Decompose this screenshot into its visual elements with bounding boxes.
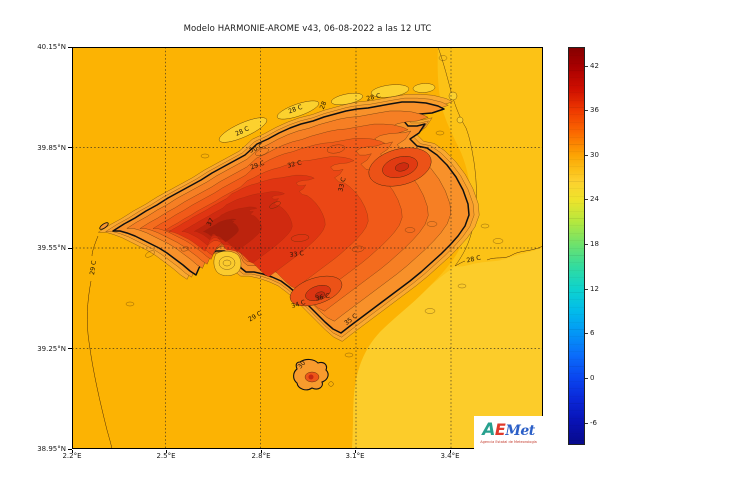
colorbar-tick	[585, 423, 588, 424]
aemet-logo-caption: Agencia Estatal de Meteorología	[480, 439, 537, 444]
y-axis-tick	[68, 147, 72, 148]
colorbar-tick	[585, 378, 588, 379]
aemet-logo-letter-a: A	[482, 419, 495, 440]
north-coast-yellow-patches	[218, 83, 464, 143]
contour-label: 28 C	[366, 92, 382, 102]
colorbar-tick	[585, 155, 588, 156]
contour-label: 33 C	[337, 176, 347, 192]
colorbar-tick-label: 24	[590, 195, 599, 203]
lat-tick-label: 39.85°N	[37, 143, 66, 152]
aemet-logo-letter-e: E	[494, 419, 506, 439]
lon-tick-label: 2.5°E	[156, 452, 176, 460]
x-axis-tick	[449, 449, 451, 453]
colorbar-tick	[585, 199, 588, 200]
lat-tick-label: 38.95°N	[37, 445, 66, 453]
map-plot: 28 C 28 C 28 28 C 30 C 29 C 32 C 33 C 33…	[72, 47, 543, 449]
minor-contour-rings	[125, 55, 504, 358]
cabrera-islet	[99, 222, 334, 391]
lat-tick-label: 39.25°N	[37, 344, 66, 353]
y-axis-tick	[68, 348, 72, 349]
x-axis-tick	[354, 449, 356, 453]
lat-tick-label: 40.15°N	[37, 43, 66, 51]
gridlines	[72, 47, 543, 449]
contour-label: 29 C	[250, 160, 267, 172]
x-axis-tick	[165, 449, 167, 453]
contour-label: 33 C	[289, 250, 305, 259]
palma-bay-water	[213, 250, 242, 276]
colorbar-tick	[585, 110, 588, 111]
contour-label: 28 C	[466, 254, 482, 264]
lon-tick-label: 3.4°E	[440, 452, 460, 460]
contour-label: 37	[206, 217, 216, 227]
aemet-logo-met: Met	[505, 422, 535, 439]
colorbar-tick-label: 0	[590, 374, 595, 382]
secondary-hot-cores	[289, 147, 432, 307]
y-axis-tick	[68, 448, 72, 450]
temperature-colorbar	[568, 47, 585, 445]
dragonera-islet	[99, 222, 109, 230]
x-axis-tick	[260, 449, 262, 453]
colorbar-tick-label: 12	[590, 285, 599, 293]
colorbar-tick-label: 42	[590, 62, 599, 70]
plot-border	[72, 47, 543, 449]
contour-label: 28 C	[288, 104, 305, 116]
contour-label: 34 C	[291, 299, 307, 310]
colorbar-tick	[585, 244, 588, 245]
colorbar-tick-label: 30	[590, 151, 599, 159]
lat-tick-label: 39.55°N	[37, 244, 66, 252]
contour-label: 36 C	[315, 292, 331, 302]
colorbar-tick-label: 36	[590, 106, 599, 114]
colorbar-tick	[585, 333, 588, 334]
contour-label: 29 C	[89, 260, 98, 276]
colorbar-tick-label: -6	[590, 419, 597, 427]
colorbar-tick-label: 18	[590, 240, 599, 248]
sea-contour-lines	[87, 235, 543, 449]
x-axis-tick	[71, 449, 73, 453]
y-axis-tick	[68, 247, 72, 249]
lon-tick-label: 2.2°E	[62, 452, 82, 460]
contour-label: 32 C	[287, 159, 303, 169]
colorbar-tick-label: 6	[590, 329, 595, 337]
colorbar-tick	[585, 66, 588, 67]
y-axis-tick	[68, 46, 72, 48]
lon-tick-label: 2.8°E	[251, 452, 271, 460]
aemet-logo-text: AEMet	[482, 419, 535, 440]
colorbar-tick	[585, 289, 588, 290]
contour-label: 30	[297, 360, 308, 371]
lon-tick-label: 3.1°E	[345, 452, 365, 460]
contour-label: 28	[319, 100, 328, 110]
aemet-logo: AEMet Agencia Estatal de Meteorología	[474, 416, 543, 449]
chart-title: Modelo HARMONIE-AROME v43, 06-08-2022 a …	[183, 24, 432, 34]
